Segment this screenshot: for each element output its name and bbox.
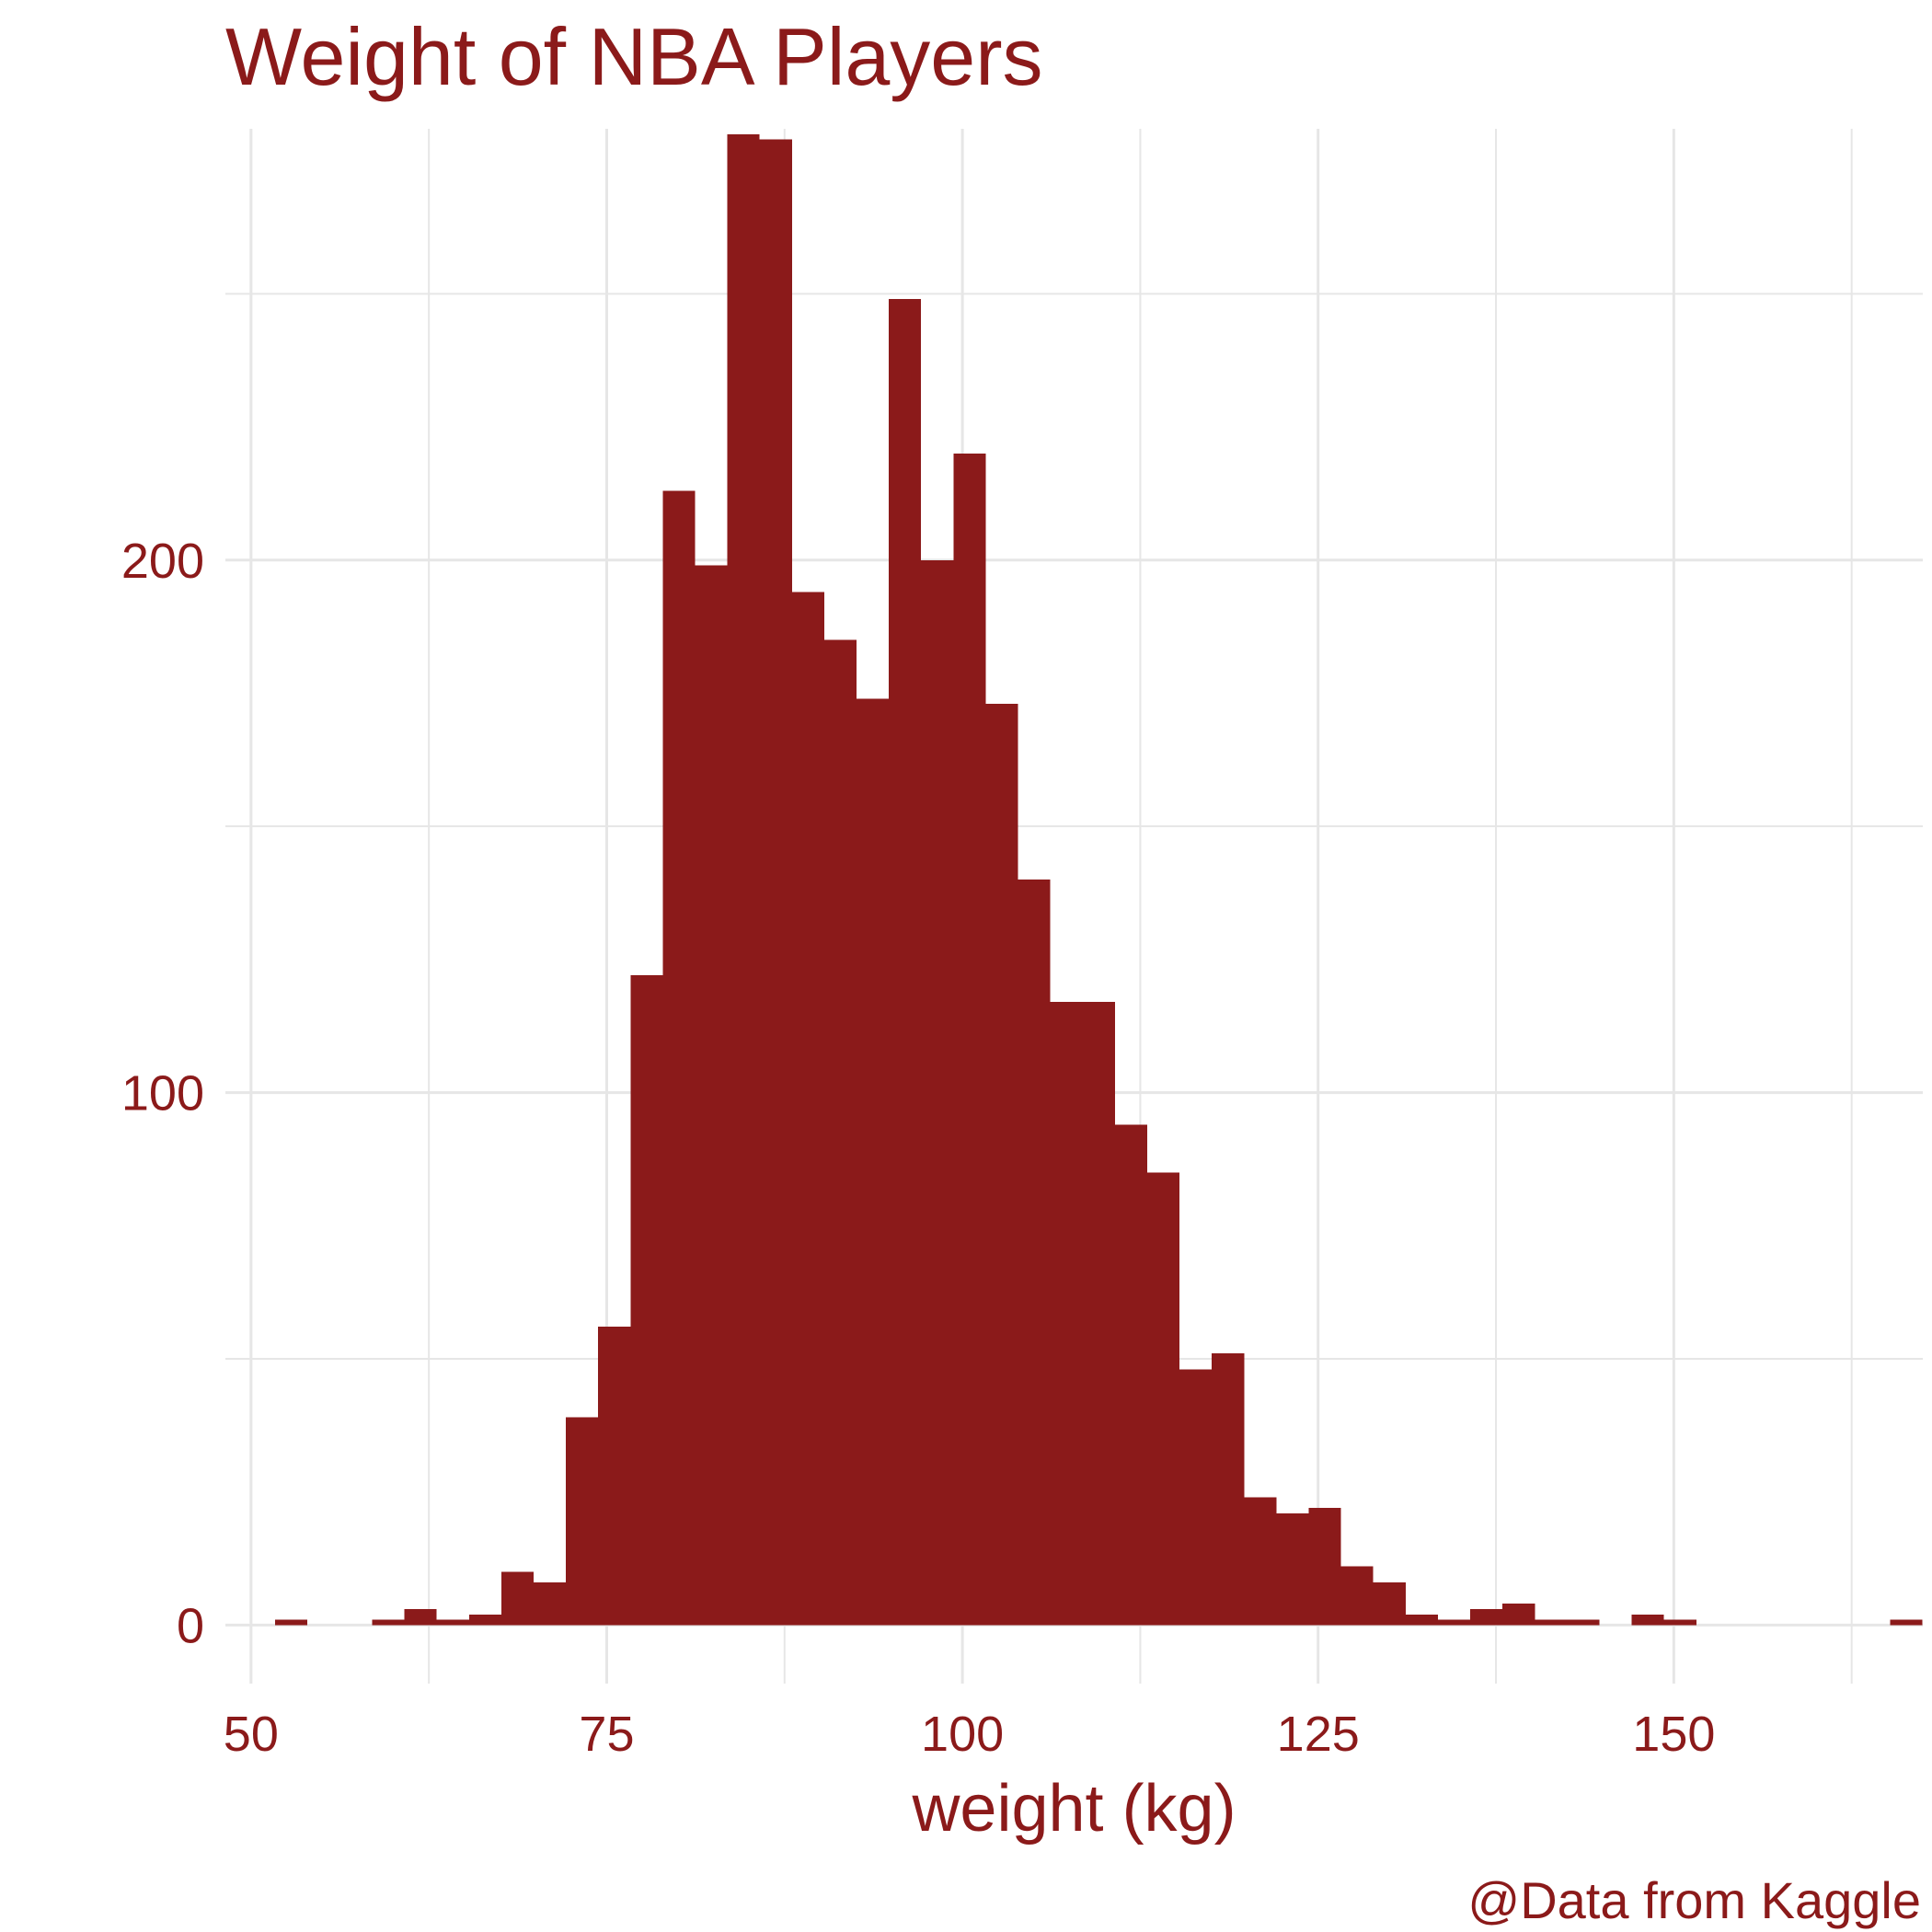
x-tick-label: 75 (579, 1707, 634, 1762)
histogram-bar (662, 490, 696, 1626)
histogram-bar (468, 1614, 501, 1626)
histogram-bar (1308, 1508, 1341, 1626)
x-axis-ticks: 50 75 100 125 150 (224, 1707, 1716, 1762)
x-axis-title: weight (kg) (911, 1772, 1236, 1846)
histogram-bar (1567, 1619, 1600, 1626)
histogram-bar (1373, 1582, 1406, 1626)
histogram-bar (404, 1608, 437, 1626)
histogram-bar (1890, 1619, 1923, 1626)
histogram-bar (1631, 1614, 1664, 1626)
histogram-bar (1502, 1604, 1535, 1626)
histogram-bar (1470, 1608, 1503, 1626)
histogram-bar (1114, 1124, 1147, 1626)
histogram-bar (1437, 1619, 1471, 1626)
histogram-bar (1340, 1566, 1374, 1626)
histogram-bar (985, 704, 1018, 1626)
chart-title: Weight of NBA Players (225, 11, 1043, 102)
histogram-bar (1082, 1002, 1115, 1626)
histogram-bar (436, 1619, 469, 1626)
histogram-bar (1405, 1614, 1438, 1626)
histogram-bar (566, 1417, 599, 1626)
histogram-bar (1535, 1619, 1568, 1626)
x-tick-label: 150 (1632, 1707, 1715, 1762)
histogram-bar (372, 1619, 405, 1626)
chart-caption: @Data from Kaggle (1467, 1871, 1921, 1929)
histogram-bar (857, 698, 890, 1626)
histogram-bar (1276, 1512, 1309, 1626)
histogram-bar (695, 565, 728, 1626)
histogram-bar (500, 1571, 534, 1626)
x-tick-label: 50 (224, 1707, 279, 1762)
histogram-bar (921, 559, 954, 1626)
y-tick-label: 100 (121, 1066, 204, 1121)
histogram-bar (1663, 1619, 1696, 1626)
y-axis-ticks: 0 100 200 (121, 534, 204, 1654)
histogram-bar (1244, 1497, 1277, 1626)
histogram-bar (889, 299, 922, 1626)
histogram-bar (1212, 1353, 1245, 1626)
histogram-bar (1018, 880, 1051, 1626)
histogram-bar (1050, 1002, 1083, 1626)
histogram-bar (791, 592, 824, 1626)
histogram-bar (1146, 1172, 1180, 1626)
histogram-bar (823, 639, 857, 1626)
histogram-bar (727, 133, 760, 1626)
histogram-bar (533, 1582, 567, 1626)
histogram-bar (953, 454, 986, 1626)
x-tick-label: 100 (921, 1707, 1004, 1762)
histogram-bar (275, 1619, 308, 1626)
histogram-bar (759, 139, 792, 1626)
y-tick-label: 0 (177, 1598, 204, 1653)
x-tick-label: 125 (1277, 1707, 1360, 1762)
y-tick-label: 200 (121, 534, 204, 589)
histogram-bar (630, 975, 663, 1626)
histogram-bar (1179, 1369, 1213, 1626)
histogram-bars (275, 133, 1923, 1626)
histogram-bar (598, 1327, 631, 1626)
